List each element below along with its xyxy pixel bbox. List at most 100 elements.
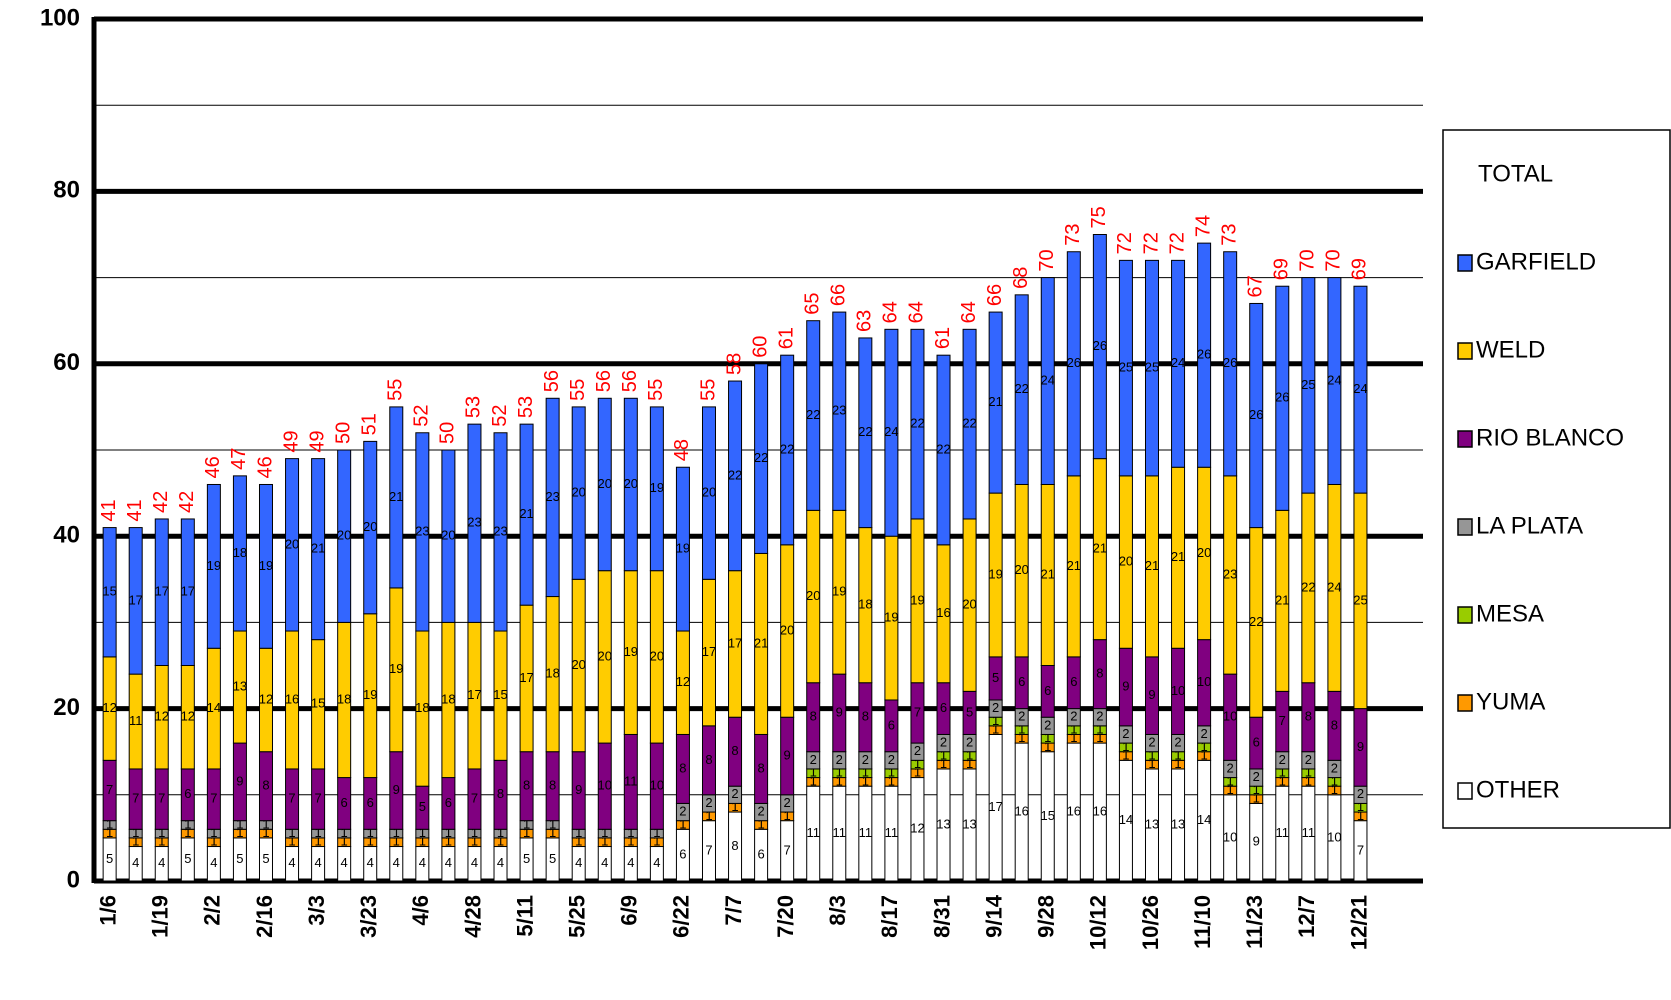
segment-label: 6	[1070, 674, 1077, 689]
segment-label: 1	[367, 825, 374, 840]
segment-label: 7	[106, 782, 113, 797]
bar-segment	[1249, 302, 1264, 529]
segment-label: 5	[992, 670, 999, 685]
segment-label: 1	[627, 834, 634, 849]
x-tick-label: 3/3	[304, 895, 329, 926]
segment-label: 2	[1279, 752, 1286, 767]
total-label: 67	[1245, 275, 1267, 297]
segment-label: 2	[1070, 709, 1077, 724]
total-label: 50	[332, 422, 354, 444]
segment-label: 1	[288, 834, 295, 849]
segment-label: 1	[862, 765, 869, 780]
segment-label: 1	[966, 756, 973, 771]
segment-label: 21	[1041, 566, 1055, 581]
legend-label: RIO BLANCO	[1476, 424, 1624, 451]
bar-segment	[1092, 234, 1107, 460]
segment-label: 24	[1327, 579, 1341, 594]
segment-label: 1	[705, 808, 712, 823]
bar-segment	[1353, 285, 1368, 494]
total-label: 52	[411, 405, 433, 427]
segment-label: 26	[1197, 347, 1211, 362]
total-label: 72	[1114, 232, 1136, 254]
bar-segment	[180, 518, 195, 667]
segment-label: 13	[962, 816, 976, 831]
segment-label: 7	[1279, 713, 1286, 728]
total-label: 66	[984, 284, 1006, 306]
total-label: 74	[1192, 215, 1214, 237]
segment-label: 17	[728, 635, 742, 650]
segment-label: 1	[1174, 756, 1181, 771]
segment-label: 1	[1018, 730, 1025, 745]
segment-label: 1	[523, 825, 530, 840]
bar-segment	[128, 527, 143, 675]
total-label: 69	[1349, 258, 1371, 280]
legend-swatch	[1457, 606, 1473, 624]
segment-label: 19	[832, 584, 846, 599]
segment-label: 2	[862, 752, 869, 767]
segment-label: 1	[601, 825, 608, 840]
segment-label: 12	[676, 674, 690, 689]
segment-label: 2	[1096, 709, 1103, 724]
segment-label: 1	[393, 825, 400, 840]
segment-label: 1	[914, 765, 921, 780]
bar-segment	[675, 466, 690, 632]
segment-label: 1	[575, 825, 582, 840]
bar-segment	[936, 354, 951, 546]
segment-label: 10	[650, 778, 664, 793]
bar-segment	[1301, 277, 1316, 494]
legend-box	[1442, 129, 1671, 829]
segment-label: 12	[155, 709, 169, 724]
segment-label: 20	[571, 657, 585, 672]
segment-label: 7	[132, 791, 139, 806]
segment-label: 20	[624, 476, 638, 491]
total-label: 56	[619, 370, 641, 392]
segment-label: 1	[132, 834, 139, 849]
segment-label: 8	[810, 709, 817, 724]
segment-label: 6	[184, 786, 191, 801]
segment-label: 5	[419, 799, 426, 814]
segment-label: 6	[341, 795, 348, 810]
segment-label: 2	[888, 752, 895, 767]
segment-label: 22	[754, 450, 768, 465]
segment-label: 16	[1093, 803, 1107, 818]
segment-label: 2	[731, 786, 738, 801]
legend-label: TOTAL	[1478, 160, 1553, 187]
segment-label: 10	[598, 778, 612, 793]
segment-label: 1	[888, 773, 895, 788]
bar-segment	[571, 406, 586, 580]
segment-label: 1	[314, 825, 321, 840]
legend-label: GARFIELD	[1476, 248, 1596, 275]
total-label: 55	[645, 379, 667, 401]
segment-label: 1	[236, 825, 243, 840]
segment-label: 24	[1041, 372, 1055, 387]
segment-label: 1	[341, 834, 348, 849]
segment-label: 1	[679, 816, 686, 831]
segment-label: 25	[1145, 360, 1159, 375]
segment-label: 21	[311, 541, 325, 556]
segment-label: 21	[389, 489, 403, 504]
total-label: 46	[254, 456, 276, 478]
segment-label: 4	[341, 855, 348, 870]
segment-label: 1	[497, 834, 504, 849]
x-tick-label: 6/9	[617, 895, 642, 926]
segment-label: 18	[858, 597, 872, 612]
bar-segment	[1118, 259, 1133, 477]
segment-label: 11	[885, 825, 899, 840]
total-label: 56	[541, 370, 563, 392]
segment-label: 22	[780, 441, 794, 456]
segment-label: 1	[653, 825, 660, 840]
total-label: 51	[359, 413, 381, 435]
legend-label: WELD	[1476, 336, 1545, 363]
segment-label: 11	[1276, 825, 1290, 840]
segment-label: 4	[132, 855, 139, 870]
segment-label: 1	[1044, 730, 1051, 745]
segment-label: 7	[705, 842, 712, 857]
segment-label: 1	[1279, 773, 1286, 788]
segment-label: 2	[992, 700, 999, 715]
y-tick-label: 100	[40, 4, 80, 31]
total-label: 55	[697, 379, 719, 401]
segment-label: 10	[1171, 683, 1185, 698]
segment-label: 22	[962, 416, 976, 431]
total-label: 52	[489, 405, 511, 427]
segment-label: 21	[1275, 592, 1289, 607]
